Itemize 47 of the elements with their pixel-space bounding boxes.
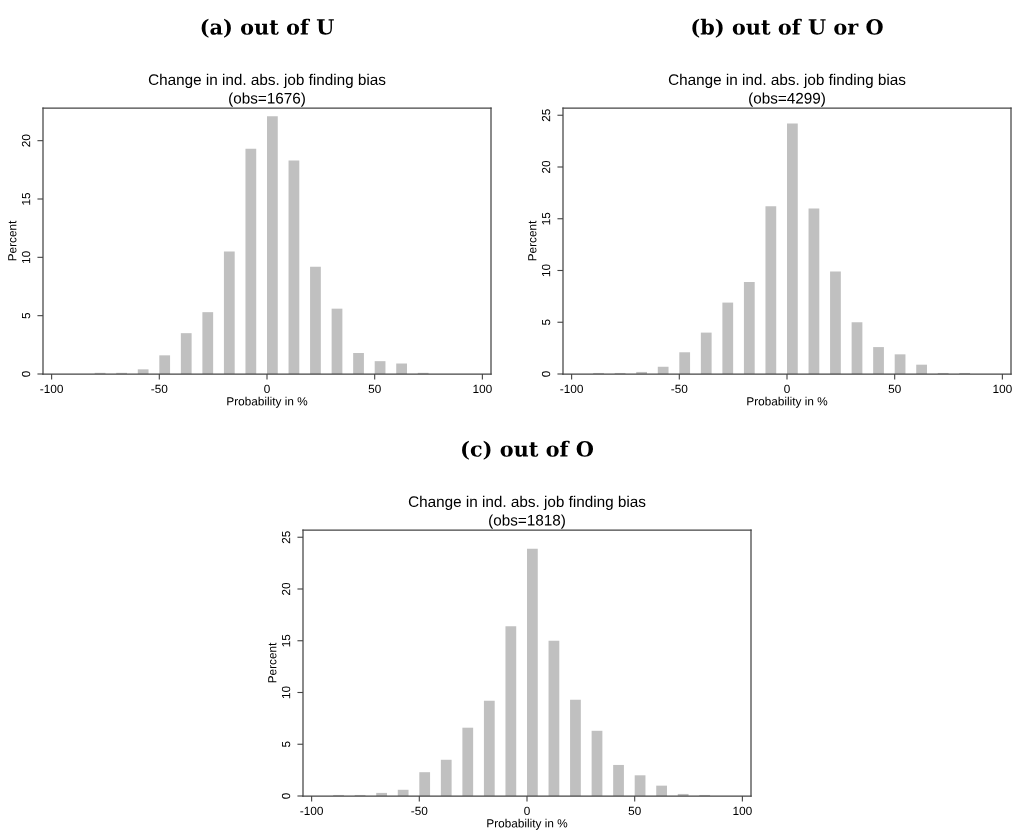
y-tick-label: 10 — [21, 251, 31, 263]
x-tick-label: 0 — [264, 384, 270, 394]
x-tick-label: 100 — [473, 384, 492, 394]
y-tick-label: 10 — [281, 686, 291, 699]
chart-title: Change in ind. abs. job finding bias — [668, 73, 906, 89]
x-tick-label: -100 — [40, 384, 63, 394]
y-tick-label: 20 — [21, 134, 31, 147]
y-axis-title: Percent — [8, 220, 17, 261]
x-axis-title: Probability in % — [747, 396, 828, 408]
y-tick-label: 20 — [541, 160, 551, 173]
y-tick-label: 10 — [541, 264, 551, 277]
y-tick-label: 5 — [22, 312, 31, 319]
chart-subtitle: (obs=1818) — [489, 514, 565, 529]
x-tick-label: -50 — [411, 806, 428, 816]
chart-title: Change in ind. abs. job finding bias — [408, 495, 646, 511]
x-tick-label: -100 — [300, 806, 323, 816]
x-tick-label: 50 — [888, 384, 901, 394]
y-tick-label: 15 — [22, 192, 31, 205]
y-tick-label: 0 — [541, 371, 551, 377]
x-tick-label: 0 — [524, 806, 530, 816]
y-tick-label: 15 — [542, 212, 551, 225]
y-tick-label: 5 — [542, 319, 551, 326]
text: (a) out of U — [201, 18, 334, 38]
y-axis-title: Percent — [528, 220, 537, 261]
y-tick-label: 25 — [281, 531, 291, 544]
x-tick-label: 100 — [733, 806, 752, 816]
chart-title: Change in ind. abs. job finding bias — [148, 73, 386, 89]
y-tick-label: 0 — [21, 371, 31, 377]
x-axis-title: Probability in % — [227, 396, 308, 408]
x-tick-label: -50 — [151, 384, 168, 394]
x-tick-label: 50 — [628, 806, 641, 816]
x-tick-label: 0 — [784, 384, 790, 394]
x-tick-label: -100 — [560, 384, 583, 394]
y-tick-label: 15 — [282, 634, 291, 647]
text: (b) out of U or O — [692, 18, 883, 38]
chart-subtitle: (obs=1676) — [229, 92, 305, 107]
y-axis-title: Percent — [268, 642, 277, 683]
text: (c) out of O — [462, 440, 594, 460]
y-tick-label: 20 — [281, 582, 291, 595]
y-tick-label: 5 — [282, 741, 291, 748]
x-axis-title: Probability in % — [487, 818, 568, 830]
y-tick-label: 25 — [541, 109, 551, 122]
x-tick-label: 100 — [993, 384, 1012, 394]
chart-subtitle: (obs=4299) — [749, 92, 825, 107]
y-tick-label: 0 — [281, 793, 291, 799]
x-tick-label: 50 — [368, 384, 381, 394]
x-tick-label: -50 — [671, 384, 688, 394]
